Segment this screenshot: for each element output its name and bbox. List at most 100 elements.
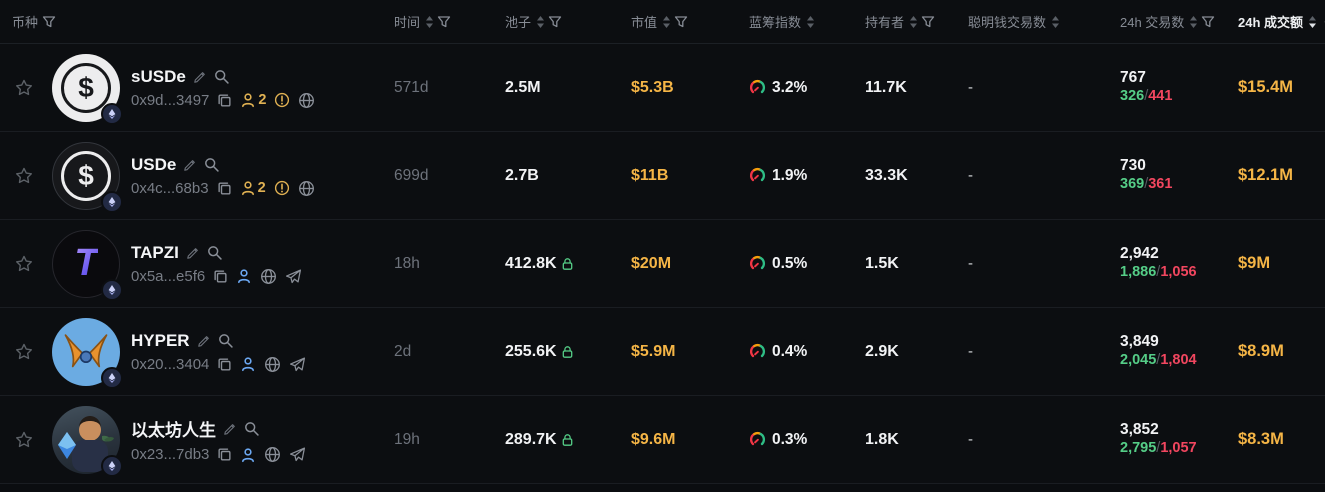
alert-icon[interactable] — [274, 180, 290, 196]
column-header-24h-txs[interactable]: 24h 交易数 — [1115, 12, 1232, 31]
website-globe-icon[interactable] — [264, 356, 281, 373]
txs-total: 767 — [1120, 69, 1146, 87]
edit-pencil-icon[interactable] — [223, 422, 237, 436]
column-header-age[interactable]: 时间 — [378, 12, 490, 31]
search-icon[interactable] — [218, 333, 233, 348]
holders-count: 33.3K — [865, 166, 908, 184]
column-header-pool[interactable]: 池子 — [490, 12, 625, 31]
column-header-bluechip[interactable]: 蓝筹指数 — [745, 12, 860, 31]
txs-cell: 2,942 1,886/1,056 — [1115, 244, 1232, 283]
website-globe-icon[interactable] — [264, 446, 281, 463]
token-name[interactable]: HYPER — [131, 330, 190, 350]
search-icon[interactable] — [204, 157, 219, 172]
token-avatar[interactable]: $ — [52, 53, 123, 125]
sort-icon[interactable] — [663, 16, 670, 28]
search-icon[interactable] — [244, 421, 259, 436]
token-name[interactable]: USDe — [131, 154, 177, 174]
edit-pencil-icon[interactable] — [197, 334, 211, 348]
pool-size: 255.6K — [490, 343, 625, 361]
sort-icon[interactable] — [426, 16, 433, 28]
edit-pencil-icon[interactable] — [193, 70, 207, 84]
favorite-star-icon[interactable] — [13, 253, 35, 275]
table-row: $ sUSDe 0x9d...3497 2 571d 2.5M — [0, 44, 1325, 132]
filter-icon[interactable] — [548, 15, 562, 29]
column-header-holders[interactable]: 持有者 — [860, 12, 960, 31]
telegram-icon[interactable] — [289, 356, 306, 373]
market-cap: $11B — [631, 166, 669, 184]
token-address: 0x20...3404 — [131, 355, 210, 373]
bluechip-cell: 3.2% — [745, 79, 860, 97]
search-icon[interactable] — [207, 245, 222, 260]
token-avatar[interactable]: $ — [52, 141, 123, 213]
community-count[interactable]: 2 — [240, 92, 266, 108]
token-name[interactable]: 以太坊人生 — [131, 421, 216, 440]
column-header-coin[interactable]: 币种 — [0, 12, 378, 31]
sort-icon[interactable] — [807, 16, 814, 28]
favorite-star-icon[interactable] — [13, 341, 35, 363]
token-avatar[interactable] — [52, 405, 123, 477]
community-icon[interactable] — [240, 447, 256, 463]
bluechip-cell: 0.5% — [745, 255, 860, 273]
sort-icon[interactable] — [910, 16, 917, 28]
filter-icon[interactable] — [1201, 15, 1215, 29]
community-count[interactable]: 2 — [240, 180, 266, 196]
sort-icon[interactable] — [1052, 16, 1059, 28]
column-header-smart-money[interactable]: 聪明钱交易数 — [960, 12, 1115, 31]
filter-icon[interactable] — [437, 15, 451, 29]
telegram-icon[interactable] — [289, 446, 306, 463]
edit-pencil-icon[interactable] — [183, 158, 197, 172]
website-globe-icon[interactable] — [298, 92, 315, 109]
holders-count: 1.5K — [865, 254, 899, 272]
token-address: 0x9d...3497 — [131, 91, 210, 109]
token-age: 2d — [394, 342, 412, 360]
eth-life-art — [58, 415, 114, 472]
table-row: T TAPZI 0x5a...e5f6 18h 412.8K — [0, 220, 1325, 308]
column-header-24h-volume[interactable]: 24h 成交额 — [1232, 12, 1325, 31]
copy-icon[interactable] — [217, 181, 232, 196]
copy-icon[interactable] — [217, 93, 232, 108]
token-name[interactable]: TAPZI — [131, 242, 179, 262]
bluechip-value: 0.4% — [772, 342, 808, 360]
edit-pencil-icon[interactable] — [186, 246, 200, 260]
column-header-mcap[interactable]: 市值 — [625, 12, 745, 31]
smart-money-value: - — [968, 343, 973, 360]
txs-cell: 3,849 2,045/1,804 — [1115, 332, 1232, 371]
community-icon[interactable] — [240, 356, 256, 372]
token-name[interactable]: sUSDe — [131, 66, 186, 86]
gauge-icon — [749, 431, 766, 448]
filter-icon[interactable] — [921, 15, 935, 29]
smart-money-value: - — [968, 167, 973, 184]
column-label: 币种 — [12, 15, 39, 30]
txs-total: 3,852 — [1120, 421, 1159, 439]
token-avatar[interactable]: T — [52, 229, 123, 301]
filter-icon[interactable] — [42, 15, 56, 29]
bluechip-value: 1.9% — [772, 166, 808, 184]
txs-buys: 1,886 — [1120, 264, 1157, 281]
favorite-star-icon[interactable] — [13, 77, 35, 99]
alert-icon[interactable] — [274, 92, 290, 108]
community-icon[interactable] — [236, 268, 252, 284]
txs-buys: 369 — [1120, 176, 1145, 193]
search-icon[interactable] — [214, 69, 229, 84]
token-avatar[interactable] — [52, 317, 123, 389]
copy-icon[interactable] — [213, 269, 228, 284]
sort-icon-active[interactable] — [1309, 16, 1316, 28]
filter-icon[interactable] — [674, 15, 688, 29]
website-globe-icon[interactable] — [298, 180, 315, 197]
sort-icon[interactable] — [1190, 16, 1197, 28]
telegram-icon[interactable] — [285, 268, 302, 285]
table-header: 币种 时间 池子 市值 蓝筹指数 持有者 聪明钱交易数 — [0, 0, 1325, 44]
bluechip-value: 3.2% — [772, 78, 808, 96]
copy-icon[interactable] — [217, 447, 232, 462]
txs-sells: 1,057 — [1160, 440, 1197, 457]
website-globe-icon[interactable] — [260, 268, 277, 285]
favorite-star-icon[interactable] — [13, 429, 35, 451]
txs-buys: 2,045 — [1120, 352, 1157, 369]
holders-count: 11.7K — [865, 78, 907, 96]
copy-icon[interactable] — [217, 357, 232, 372]
sort-icon[interactable] — [537, 16, 544, 28]
txs-total: 730 — [1120, 157, 1146, 175]
hyper-wings-logo — [64, 333, 108, 367]
tapzi-logo: T — [74, 242, 98, 284]
favorite-star-icon[interactable] — [13, 165, 35, 187]
